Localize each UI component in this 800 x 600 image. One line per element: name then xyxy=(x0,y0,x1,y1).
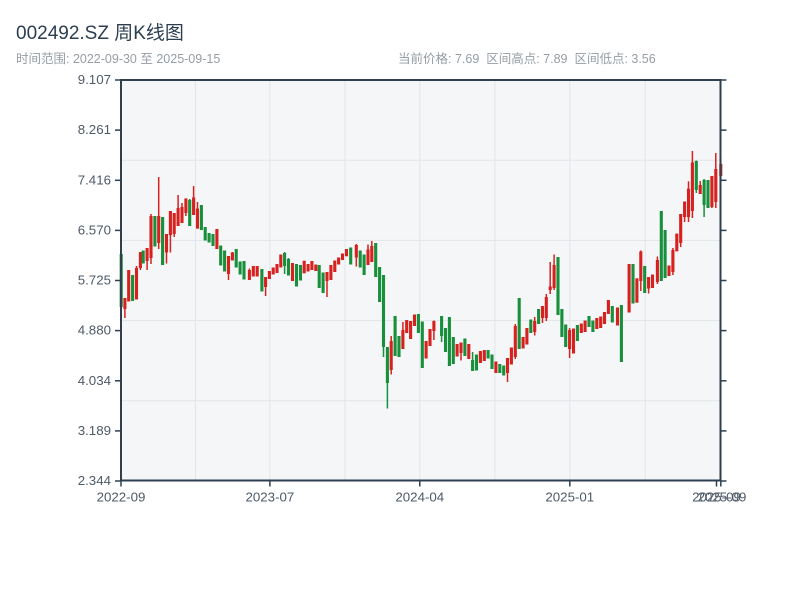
svg-text:2024-04: 2024-04 xyxy=(395,490,444,505)
svg-text:4.034: 4.034 xyxy=(78,373,111,388)
svg-text:时间范围: 2022-09-30 至 2025-09-15: 时间范围: 2022-09-30 至 2025-09-15 xyxy=(16,52,220,66)
svg-text:2.344: 2.344 xyxy=(78,473,111,488)
svg-text:2025-09: 2025-09 xyxy=(698,490,747,505)
svg-text:4.880: 4.880 xyxy=(78,323,111,338)
svg-text:2022-09: 2022-09 xyxy=(97,490,146,505)
svg-text:3.189: 3.189 xyxy=(78,423,111,438)
svg-text:2025-09: 2025-09 xyxy=(692,490,741,505)
svg-text:8.261: 8.261 xyxy=(78,122,111,137)
svg-text:2023-07: 2023-07 xyxy=(245,490,294,505)
svg-text:9.107: 9.107 xyxy=(78,72,111,87)
svg-text:2025-01: 2025-01 xyxy=(545,490,594,505)
svg-text:7.416: 7.416 xyxy=(78,172,111,187)
svg-text:5.725: 5.725 xyxy=(78,273,111,288)
svg-text:当前价格: 7.69 区间高点: 7.89 区间低点:: 当前价格: 7.69 区间高点: 7.89 区间低点: 3.56 xyxy=(398,51,656,66)
svg-text:6.570: 6.570 xyxy=(78,222,111,237)
svg-text:002492.SZ 周K线图: 002492.SZ 周K线图 xyxy=(16,22,184,44)
